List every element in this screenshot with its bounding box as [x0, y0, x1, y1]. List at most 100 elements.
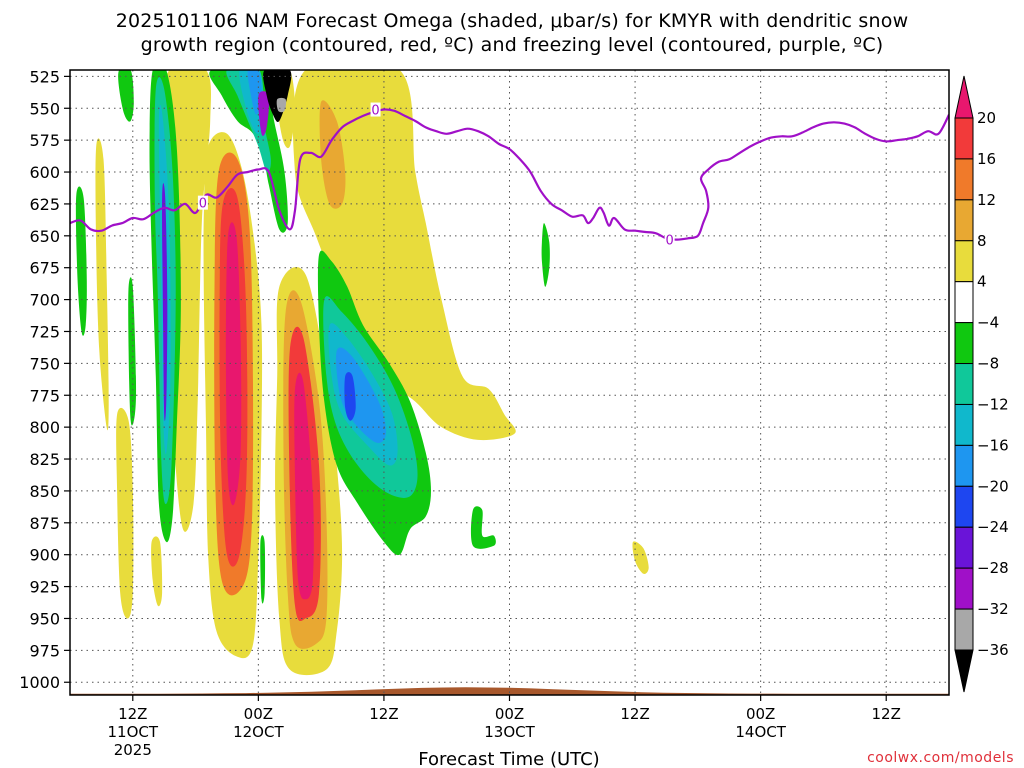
omega-region-green-small-right: [541, 223, 550, 287]
x-tick-label: 12Z: [620, 705, 649, 723]
x-tick-label: 2025: [114, 741, 152, 759]
y-tick-label: 975: [29, 641, 60, 660]
omega-region-yellow-under-col1: [151, 536, 163, 607]
colorbar-label: 16: [977, 150, 996, 168]
colorbar-swatch: [954, 117, 974, 160]
colorbar-label: −36: [977, 641, 1009, 659]
colorbar-label: −20: [977, 477, 1009, 495]
omega-region-yellow-left-strip: [95, 138, 109, 431]
omega-region-green-small-mid: [470, 506, 496, 549]
freezing-label-bg: [197, 195, 208, 210]
colorbar-swatch: [954, 403, 974, 446]
x-tick-label: 12OCT: [233, 723, 284, 741]
omega-region-yellow-small-right: [632, 541, 649, 575]
colorbar-label: −32: [977, 600, 1009, 618]
colorbar-swatch: [954, 567, 974, 610]
x-tick-label: 12Z: [872, 705, 901, 723]
freezing-level-label: 0: [371, 104, 379, 119]
chart-title-line-2: growth region (contoured, red, ºC) and f…: [140, 34, 884, 56]
y-tick-label: 650: [29, 227, 60, 246]
colorbar-swatch: [954, 158, 974, 201]
y-tick-label: 575: [29, 131, 60, 150]
omega-region-purple-col1: [162, 183, 168, 422]
x-tick-label: 00Z: [495, 705, 524, 723]
colorbar-swatch: [954, 526, 974, 569]
omega-region-orange-upper-right: [319, 100, 346, 209]
colorbar-swatch: [954, 363, 974, 405]
x-tick-label: 12Z: [369, 705, 398, 723]
y-tick-label: 725: [29, 322, 60, 341]
y-tick-label: 925: [29, 578, 60, 597]
colorbar-label: 4: [977, 273, 987, 291]
omega-region-black-core: [263, 70, 292, 122]
omega-region-purple-col2b: [258, 91, 270, 136]
y-tick-label: 700: [29, 291, 60, 310]
colorbar-label: 8: [977, 232, 987, 250]
x-tick-label: 14OCT: [735, 723, 786, 741]
x-tick-label: 13OCT: [484, 723, 535, 741]
grid-layer: [70, 70, 949, 695]
colorbar: 20 16 12 8 4 −4 −8 −12 −16 −20 −24 −28 −32 −36: [954, 75, 1009, 693]
y-tick-label: 750: [29, 354, 60, 373]
y-tick-label: 525: [29, 67, 60, 86]
y-axis: 525 550 575 600 625 650 675 700 725 750 775 800 825 8…: [19, 67, 70, 692]
omega-region-magenta-col3: [294, 372, 314, 600]
omega-region-grey-core: [276, 97, 287, 113]
colorbar-label: 20: [977, 109, 996, 127]
y-tick-label: 675: [29, 259, 60, 278]
terrain-surface: [70, 687, 949, 695]
freezing-level-line: [70, 108, 949, 241]
colorbar-label: 12: [977, 191, 996, 209]
colorbar-bottom-arrow: [954, 649, 974, 693]
colorbar-label: −28: [977, 559, 1009, 577]
credit-text: coolwx.com/models: [867, 750, 1014, 766]
omega-region-green-top-left: [118, 70, 134, 122]
y-tick-label: 800: [29, 418, 60, 437]
colorbar-label: −24: [977, 518, 1009, 536]
omega-region-yellow-left-bottom: [116, 407, 134, 619]
colorbar-label: −8: [977, 355, 999, 373]
y-tick-label: 875: [29, 514, 60, 533]
freezing-level-label: 0: [199, 197, 207, 212]
omega-region-magenta-col2: [225, 222, 242, 506]
y-tick-label: 775: [29, 386, 60, 405]
omega-region-blue-col4: [336, 347, 387, 443]
omega-region-green-under-col1: [128, 277, 137, 426]
y-tick-label: 850: [29, 482, 60, 501]
y-tick-label: 625: [29, 195, 60, 214]
y-tick-label: 600: [29, 163, 60, 182]
freezing-label-bg: [664, 232, 675, 247]
omega-shading-layer: [75, 70, 649, 676]
y-tick-label: 550: [29, 99, 60, 118]
colorbar-swatch: [954, 281, 974, 324]
colorbar-label: −16: [977, 436, 1009, 454]
x-tick-label: 00Z: [244, 705, 273, 723]
colorbar-top-arrow: [954, 75, 974, 119]
omega-region-yellow-upper-right: [292, 70, 516, 441]
colorbar-swatch: [954, 240, 974, 283]
y-tick-label: 950: [29, 609, 60, 628]
colorbar-swatch: [954, 608, 974, 651]
terrain-layer: [70, 687, 949, 695]
omega-region-green-tiny-low: [260, 535, 266, 604]
colorbar-label: −12: [977, 395, 1009, 413]
freezing-label-bg: [370, 102, 381, 117]
y-tick-label: 1000: [19, 673, 60, 692]
colorbar-swatch: [954, 199, 974, 242]
x-axis-title: Forecast Time (UTC): [418, 749, 599, 768]
colorbar-swatch: [954, 485, 974, 528]
x-tick-label: 00Z: [746, 705, 775, 723]
x-tick-label: 11OCT: [108, 723, 159, 741]
omega-region-green-left-strip: [75, 186, 87, 336]
chart-title-line-1: 2025101106 NAM Forecast Omega (shaded, μ…: [115, 10, 909, 32]
freezing-level-label: 0: [665, 234, 673, 249]
colorbar-swatch: [954, 322, 974, 365]
colorbar-label: −4: [977, 314, 999, 332]
freezing-level-layer: 0 0 0: [70, 102, 949, 249]
omega-region-darkblue-col4: [344, 372, 356, 421]
y-tick-label: 825: [29, 450, 60, 469]
x-tick-label: 12Z: [118, 705, 147, 723]
colorbar-swatch: [954, 444, 974, 487]
